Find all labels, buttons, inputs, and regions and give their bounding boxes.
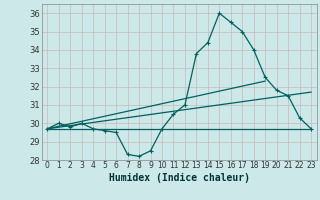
X-axis label: Humidex (Indice chaleur): Humidex (Indice chaleur): [109, 173, 250, 183]
